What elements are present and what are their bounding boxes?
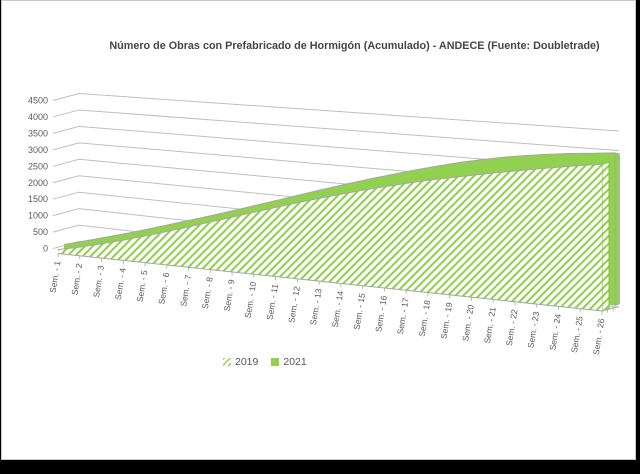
svg-text:0: 0 bbox=[43, 244, 48, 254]
svg-text:1000: 1000 bbox=[28, 211, 48, 221]
chart-legend: 2019 2021 bbox=[223, 356, 307, 368]
svg-text:Sem. - 6: Sem. - 6 bbox=[156, 271, 171, 305]
svg-text:Sem. - 24: Sem. - 24 bbox=[547, 313, 563, 351]
svg-text:Sem. - 8: Sem. - 8 bbox=[200, 276, 215, 310]
svg-text:Sem. - 26: Sem. - 26 bbox=[591, 317, 607, 355]
svg-text:3000: 3000 bbox=[28, 145, 48, 155]
svg-text:Sem. - 16: Sem. - 16 bbox=[373, 294, 389, 332]
svg-text:Sem. - 3: Sem. - 3 bbox=[91, 265, 106, 299]
legend-swatch-2021-solid-icon bbox=[271, 358, 280, 366]
legend-item-2021: 2021 bbox=[271, 356, 307, 368]
svg-text:Sem. - 14: Sem. - 14 bbox=[330, 290, 346, 328]
svg-text:Sem. - 20: Sem. - 20 bbox=[460, 304, 476, 342]
x-axis bbox=[57, 253, 619, 315]
x-axis-labels: Sem. - 1 Sem. - 2 Sem. - 3 Sem. - 4 Sem. - 5… bbox=[48, 260, 607, 356]
svg-text:Sem. - 25: Sem. - 25 bbox=[569, 315, 585, 353]
legend-item-2019: 2019 bbox=[223, 356, 258, 368]
svg-text:Sem. - 9: Sem. - 9 bbox=[222, 278, 237, 312]
svg-text:500: 500 bbox=[33, 227, 48, 237]
svg-text:1500: 1500 bbox=[28, 194, 48, 204]
series-2019-area bbox=[57, 161, 610, 312]
svg-text:Sem. - 22: Sem. - 22 bbox=[504, 308, 520, 346]
svg-text:Sem. - 10: Sem. - 10 bbox=[243, 281, 259, 319]
chart-title: Número de Obras con Prefabricado de Horm… bbox=[109, 40, 600, 52]
svg-text:Sem. - 4: Sem. - 4 bbox=[113, 267, 128, 301]
svg-text:Sem. - 1: Sem. - 1 bbox=[48, 260, 63, 294]
svg-text:Sem. - 7: Sem. - 7 bbox=[178, 274, 193, 308]
svg-text:Sem. - 21: Sem. - 21 bbox=[482, 306, 498, 344]
svg-text:3500: 3500 bbox=[28, 128, 48, 138]
legend-swatch-2019-hatched-icon bbox=[223, 358, 231, 366]
legend-label-2021: 2021 bbox=[283, 356, 307, 368]
svg-text:2000: 2000 bbox=[28, 178, 48, 188]
svg-text:Sem. - 19: Sem. - 19 bbox=[439, 301, 455, 339]
legend-label-2019: 2019 bbox=[235, 356, 259, 368]
svg-text:Sem. - 13: Sem. - 13 bbox=[308, 288, 324, 326]
svg-text:Sem. - 15: Sem. - 15 bbox=[351, 292, 367, 330]
chart-plot-area: 450040003500300025002000150010005000Sem.… bbox=[28, 92, 620, 356]
svg-text:Sem. - 5: Sem. - 5 bbox=[135, 269, 150, 303]
svg-text:Sem. - 17: Sem. - 17 bbox=[395, 297, 411, 335]
window-bottom-bar bbox=[0, 460, 640, 474]
chart-card: Número de Obras con Prefabricado de Horm… bbox=[1, 0, 636, 460]
svg-text:4500: 4500 bbox=[28, 96, 48, 106]
svg-text:2500: 2500 bbox=[28, 161, 48, 171]
svg-text:Sem. - 23: Sem. - 23 bbox=[526, 311, 542, 349]
y-axis-labels: 4500 4000 3500 3000 2500 2000 1500 1000 500 0 bbox=[28, 96, 48, 254]
svg-text:Sem. - 11: Sem. - 11 bbox=[265, 283, 281, 321]
svg-text:Sem. - 12: Sem. - 12 bbox=[286, 285, 302, 323]
svg-text:4000: 4000 bbox=[28, 112, 48, 122]
svg-text:Sem. - 2: Sem. - 2 bbox=[69, 262, 84, 296]
svg-text:Sem. - 18: Sem. - 18 bbox=[417, 299, 433, 337]
